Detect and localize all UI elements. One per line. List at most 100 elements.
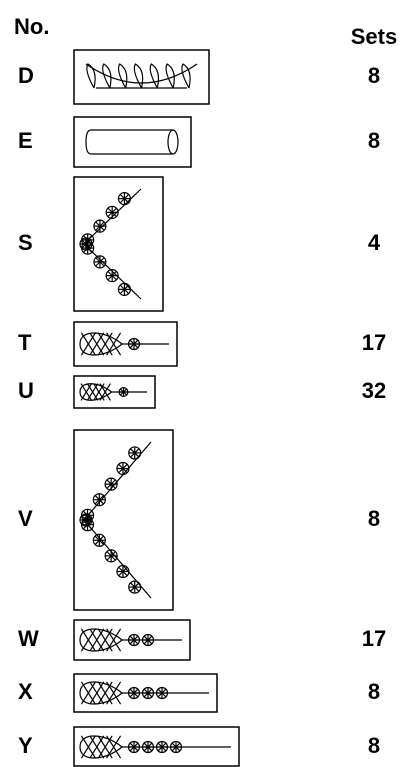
bead-spoke (119, 388, 128, 396)
bead-spoke (94, 495, 105, 505)
drop (79, 383, 113, 401)
row-label: T (18, 330, 32, 355)
sets-value: 4 (368, 230, 381, 255)
bead-spoke (129, 339, 139, 349)
row-label: W (18, 626, 39, 651)
hatch (97, 735, 113, 759)
row-label: E (18, 128, 33, 153)
tube-end (167, 129, 179, 155)
hatch (80, 332, 96, 356)
bead-spoke (118, 463, 128, 474)
hatch (89, 332, 105, 356)
hatch (106, 735, 122, 759)
row-label: Y (18, 733, 33, 758)
icon (79, 441, 152, 599)
hatch (97, 332, 113, 356)
bead-spoke (130, 582, 140, 592)
icon (79, 383, 147, 401)
row: U 32 (18, 375, 386, 409)
bead-spoke (129, 742, 139, 752)
bead-spoke (130, 448, 140, 458)
rows: D 8E 8S 4T 17U 32V 8W 17X 8Y 8 (18, 49, 386, 767)
hatch (80, 681, 96, 705)
drop (79, 332, 123, 356)
bead-spoke (129, 635, 139, 645)
bead-spoke (171, 742, 181, 752)
bead-spoke (106, 551, 116, 561)
drop (79, 735, 123, 759)
icon-box (73, 116, 192, 168)
hatch (89, 628, 105, 652)
drop (79, 628, 123, 652)
sets-value: 17 (362, 626, 386, 651)
bead-spoke (143, 742, 153, 752)
tube (85, 129, 173, 155)
hatch (99, 383, 111, 401)
bead-spoke (83, 243, 93, 253)
hatch (80, 735, 96, 759)
row-label: D (18, 63, 34, 88)
icon (79, 188, 142, 300)
hatch (80, 628, 96, 652)
petal (181, 63, 191, 89)
icon (85, 63, 198, 89)
icon (79, 628, 182, 652)
sets-value: 32 (362, 378, 386, 403)
bead-spoke (94, 535, 105, 545)
bead-spoke (107, 207, 117, 218)
sets-header: Sets (351, 24, 397, 49)
hatch (106, 681, 122, 705)
hatch (106, 332, 122, 356)
row-label: X (18, 679, 33, 704)
bead-spoke (95, 221, 105, 231)
petal (165, 63, 175, 89)
bead-spoke (119, 284, 130, 295)
hatch (97, 628, 113, 652)
bead-spoke (119, 193, 130, 204)
petal (117, 63, 128, 89)
sets-value: 8 (368, 679, 380, 704)
row: W 17 (18, 619, 386, 661)
bead-spoke (81, 239, 91, 249)
bead-spoke (157, 742, 167, 752)
sets-value: 17 (362, 330, 386, 355)
sets-value: 8 (368, 128, 380, 153)
petal (149, 63, 160, 89)
sets-value: 8 (368, 733, 380, 758)
icon (79, 332, 169, 356)
row-label: U (18, 378, 34, 403)
row: T 17 (18, 321, 386, 367)
bead-spoke (118, 566, 128, 577)
bead-spoke (107, 270, 117, 281)
petal (133, 63, 144, 89)
hatch (89, 735, 105, 759)
bead-spoke (106, 479, 116, 489)
row-label: V (18, 506, 33, 531)
row-label: S (18, 230, 33, 255)
sets-value: 8 (368, 63, 380, 88)
bead-spoke (129, 688, 139, 698)
icon (85, 129, 179, 155)
number-header: No. (14, 14, 49, 39)
drop (79, 681, 123, 705)
bead-spoke (157, 688, 167, 698)
bead-spoke (143, 688, 153, 698)
icon (79, 735, 231, 759)
bead-spoke (143, 635, 153, 645)
sets-value: 8 (368, 506, 380, 531)
petal (102, 63, 112, 89)
icon (79, 681, 209, 705)
icon-box (73, 49, 210, 105)
hatch (97, 681, 113, 705)
bead-spoke (82, 520, 93, 530)
bead-spoke (81, 515, 91, 525)
hatch (106, 628, 122, 652)
hatch (89, 681, 105, 705)
